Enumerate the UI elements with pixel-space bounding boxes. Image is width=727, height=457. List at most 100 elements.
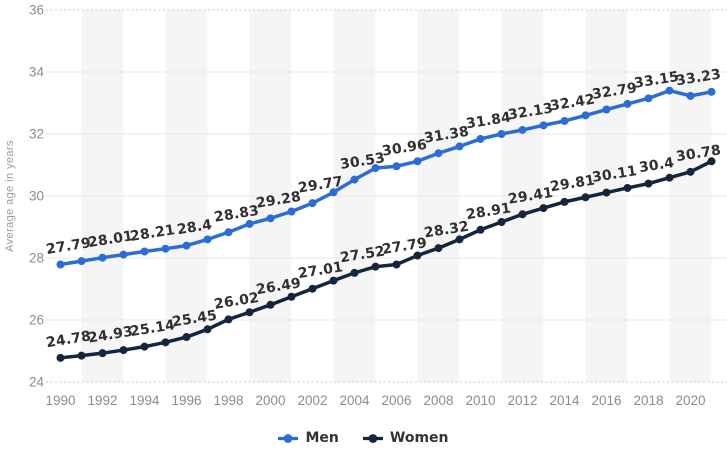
women-data-point[interactable] (329, 276, 338, 285)
men-data-point[interactable] (560, 116, 569, 125)
women-data-label: 28.91 (465, 200, 512, 223)
x-tick-label: 2008 (423, 393, 453, 408)
women-data-point[interactable] (308, 284, 317, 293)
men-data-point[interactable] (581, 111, 590, 120)
women-data-point[interactable] (224, 315, 233, 324)
women-data-point[interactable] (686, 167, 695, 176)
women-data-point[interactable] (413, 251, 422, 260)
women-data-point[interactable] (371, 262, 380, 271)
women-data-point[interactable] (56, 353, 65, 362)
men-data-label: 28.01 (87, 228, 134, 251)
men-data-point[interactable] (455, 142, 464, 151)
men-data-point[interactable] (287, 207, 296, 216)
women-data-point[interactable] (644, 179, 653, 188)
women-data-point[interactable] (560, 197, 569, 206)
women-data-point[interactable] (539, 204, 548, 213)
men-data-label: 31.84 (465, 109, 512, 132)
men-data-point[interactable] (203, 235, 212, 244)
women-data-point[interactable] (455, 235, 464, 244)
women-data-label: 28.32 (423, 219, 470, 242)
y-tick-label: 32 (29, 127, 44, 142)
women-data-point[interactable] (602, 188, 611, 197)
men-data-point[interactable] (56, 260, 65, 269)
women-data-point[interactable] (119, 346, 128, 355)
men-data-point[interactable] (119, 250, 128, 259)
women-data-point[interactable] (245, 308, 254, 317)
women-data-label: 26.02 (213, 290, 260, 313)
women-data-point[interactable] (707, 157, 716, 166)
women-data-label: 29.41 (507, 185, 554, 208)
y-tick-label: 34 (29, 65, 45, 80)
women-data-point[interactable] (476, 225, 485, 234)
women-data-point[interactable] (77, 351, 86, 360)
women-data-label: 25.45 (171, 308, 218, 331)
men-data-point[interactable] (518, 125, 527, 134)
women-data-point[interactable] (623, 183, 632, 192)
men-data-label: 27.79 (45, 235, 92, 258)
legend-item-men[interactable]: Men (278, 430, 339, 446)
y-axis-title: Average age in years (4, 140, 16, 252)
men-data-point[interactable] (602, 105, 611, 114)
x-tick-label: 2012 (507, 393, 537, 408)
women-data-point[interactable] (518, 210, 527, 219)
men-data-point[interactable] (224, 228, 233, 237)
men-data-label: 28.21 (129, 222, 176, 245)
men-data-point[interactable] (350, 175, 359, 184)
men-data-label: 30.96 (381, 137, 428, 160)
men-data-point[interactable] (98, 253, 107, 262)
women-data-label: 27.01 (297, 259, 344, 282)
women-data-point[interactable] (350, 268, 359, 277)
men-data-point[interactable] (392, 162, 401, 171)
women-data-point[interactable] (581, 193, 590, 202)
women-data-point[interactable] (392, 260, 401, 269)
x-tick-label: 1998 (213, 393, 243, 408)
legend-label-men: Men (305, 430, 339, 446)
y-tick-label: 36 (29, 3, 44, 18)
x-tick-label: 2018 (633, 393, 663, 408)
men-data-point[interactable] (182, 241, 191, 250)
women-line-marker-icon (362, 433, 383, 444)
women-data-point[interactable] (665, 173, 674, 182)
men-data-point[interactable] (707, 87, 716, 96)
women-data-label: 24.78 (45, 328, 92, 351)
men-data-point[interactable] (245, 219, 254, 228)
women-data-label: 27.79 (381, 235, 428, 258)
men-data-point[interactable] (686, 91, 695, 100)
x-tick-label: 1994 (129, 393, 160, 408)
men-line-marker-icon (278, 433, 299, 444)
women-data-label: 27.52 (339, 243, 386, 266)
x-tick-label: 2004 (339, 393, 370, 408)
men-data-point[interactable] (497, 130, 506, 138)
men-data-point[interactable] (371, 164, 380, 173)
women-data-point[interactable] (287, 292, 296, 301)
y-tick-label: 28 (29, 251, 44, 266)
men-data-point[interactable] (413, 157, 422, 166)
men-data-point[interactable] (329, 188, 338, 197)
men-data-point[interactable] (623, 99, 632, 108)
men-data-point[interactable] (140, 247, 149, 256)
women-data-point[interactable] (161, 338, 170, 347)
men-data-label: 33.23 (675, 66, 722, 89)
men-data-label: 32.79 (591, 80, 638, 103)
x-tick-label: 2010 (465, 393, 495, 408)
men-data-label: 28.83 (213, 203, 260, 226)
legend-item-women[interactable]: Women (362, 430, 449, 446)
men-data-point[interactable] (308, 199, 317, 208)
men-data-point[interactable] (476, 134, 485, 143)
men-data-label: 30.53 (339, 150, 386, 173)
men-data-point[interactable] (266, 214, 275, 223)
men-data-point[interactable] (434, 149, 443, 158)
women-data-point[interactable] (182, 333, 191, 342)
women-data-point[interactable] (497, 218, 506, 227)
men-data-point[interactable] (77, 257, 86, 266)
women-data-point[interactable] (434, 244, 443, 253)
men-data-point[interactable] (644, 94, 653, 103)
women-data-point[interactable] (266, 300, 275, 309)
women-data-point[interactable] (140, 342, 149, 351)
men-data-point[interactable] (539, 121, 548, 130)
women-data-point[interactable] (98, 349, 107, 358)
women-data-point[interactable] (203, 325, 212, 334)
x-tick-label: 1990 (45, 393, 75, 408)
men-data-point[interactable] (665, 86, 674, 95)
men-data-point[interactable] (161, 244, 170, 253)
